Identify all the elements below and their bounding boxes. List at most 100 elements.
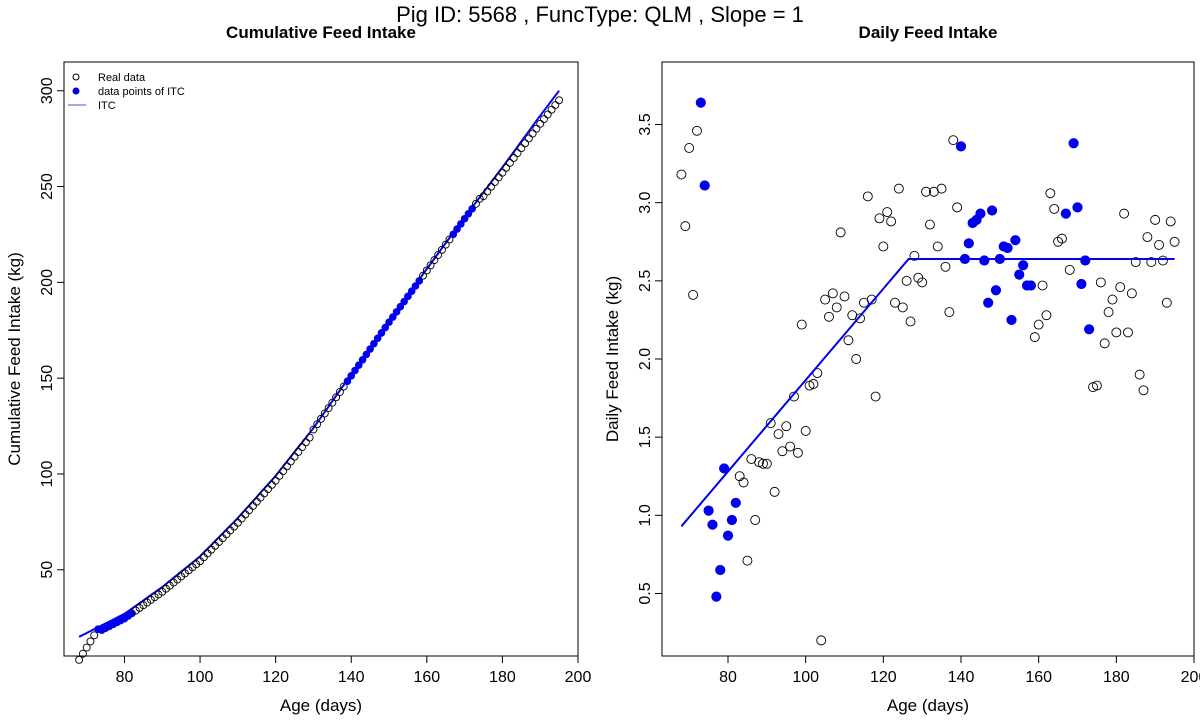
x-tick-label: 120	[262, 669, 289, 686]
real-data-point	[256, 493, 265, 502]
itc-data-point	[990, 285, 1002, 296]
real-data-point	[1033, 319, 1044, 330]
itc-data-point	[377, 329, 386, 337]
real-data-point	[547, 105, 556, 114]
real-data-point	[203, 549, 212, 558]
real-data-point	[944, 307, 955, 318]
real-data-point	[483, 187, 492, 196]
real-data-point	[1126, 288, 1137, 299]
real-data-point	[1103, 307, 1114, 318]
itc-data-point	[1018, 260, 1029, 271]
real-data-point	[785, 441, 796, 452]
legend-entry: Real data	[98, 72, 146, 84]
real-data-point	[249, 502, 257, 510]
itc-data-point	[711, 591, 722, 602]
y-tick-label: 50	[39, 561, 56, 579]
itc-data-point	[396, 302, 405, 311]
real-data-point	[309, 425, 318, 434]
itc-data-point	[411, 282, 420, 290]
real-data-point	[279, 467, 288, 476]
itc-data-point	[385, 318, 393, 327]
itc-data-point	[986, 205, 998, 216]
real-data-point	[275, 471, 284, 480]
real-data-point	[1169, 236, 1180, 247]
real-data-point	[437, 245, 446, 254]
real-data-point	[324, 404, 333, 413]
real-data-point	[1154, 239, 1165, 250]
real-data-point	[1107, 294, 1118, 305]
real-data-point	[901, 275, 912, 286]
itc-data-point	[1068, 138, 1079, 149]
real-data-point	[800, 425, 811, 436]
itc-curve	[78, 90, 560, 638]
itc-data-point	[460, 214, 469, 223]
real-data-point	[419, 271, 427, 280]
itc-data-point	[1002, 242, 1013, 254]
real-data-point	[445, 235, 454, 244]
real-data-point	[1045, 188, 1056, 199]
real-data-point	[761, 458, 772, 469]
itc-data-point	[453, 225, 461, 233]
real-data-point	[796, 319, 807, 330]
real-data-point	[434, 251, 443, 259]
itc-data-point	[1076, 278, 1087, 290]
x-axis-label: Age (days)	[887, 696, 969, 715]
x-tick-label: 160	[1025, 669, 1052, 686]
real-data-point	[521, 139, 530, 148]
y-axis-label: Daily Feed Intake (kg)	[603, 276, 622, 442]
x-axis-label: Age (days)	[280, 696, 362, 715]
real-data-point	[230, 522, 239, 531]
x-tick-label: 140	[948, 669, 975, 686]
real-data-point	[509, 154, 518, 162]
real-data-point	[422, 266, 431, 275]
itc-data-point	[975, 208, 986, 219]
real-data-point	[294, 447, 303, 456]
itc-data-point	[1006, 314, 1017, 326]
real-data-point	[932, 241, 943, 252]
real-data-point	[862, 191, 873, 202]
itc-data-point	[370, 339, 378, 348]
x-tick-label: 180	[1103, 669, 1130, 686]
real-data-point	[1138, 385, 1149, 396]
real-data-point	[936, 183, 947, 194]
real-data-point	[835, 227, 846, 238]
real-data-point	[808, 379, 819, 389]
real-data-point	[245, 506, 254, 515]
real-data-point	[1037, 280, 1048, 291]
real-data-point	[1165, 216, 1176, 227]
real-data-point	[1111, 327, 1122, 338]
legend-real-marker	[72, 73, 80, 81]
x-tick-label: 80	[116, 669, 134, 686]
itc-data-point	[1060, 208, 1071, 219]
y-tick-label: 2.0	[637, 348, 654, 370]
real-data-point	[1161, 297, 1172, 308]
x-tick-label: 100	[792, 669, 819, 686]
x-tick-label: 140	[338, 669, 365, 686]
itc-data-point	[381, 323, 390, 332]
real-data-point	[86, 637, 95, 646]
real-data-point	[532, 124, 541, 133]
real-data-point	[90, 631, 99, 640]
real-data-point	[688, 289, 699, 300]
itc-data-point	[449, 230, 458, 239]
x-tick-label: 120	[870, 669, 897, 686]
real-data-point	[948, 135, 959, 146]
legend-entry: ITC	[98, 100, 116, 112]
y-axis-label: Cumulative Feed Intake (kg)	[5, 252, 24, 466]
real-data-point	[870, 391, 881, 402]
y-tick-label: 3.0	[637, 191, 654, 213]
real-data-point	[260, 489, 269, 498]
real-data-point	[1157, 255, 1168, 266]
real-data-point	[78, 649, 87, 658]
real-data-point	[543, 110, 552, 119]
real-data-point	[1088, 382, 1098, 393]
real-data-point	[924, 219, 935, 230]
real-data-point	[940, 261, 951, 272]
real-data-point	[758, 458, 768, 469]
itc-data-point	[362, 350, 371, 359]
real-data-point	[851, 354, 862, 364]
real-data-point	[781, 421, 792, 432]
y-tick-label: 2.5	[637, 270, 654, 292]
real-data-point	[75, 655, 84, 664]
